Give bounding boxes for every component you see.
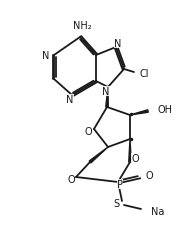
Text: S: S [113,198,119,208]
Text: NH₂: NH₂ [73,21,91,31]
Text: O: O [67,174,75,184]
Text: O: O [84,126,92,136]
Text: N: N [66,94,74,105]
Text: O: O [131,153,139,163]
Text: N: N [114,39,122,49]
Polygon shape [129,139,131,162]
Text: P: P [117,179,123,189]
Polygon shape [130,110,148,115]
Text: N: N [102,87,110,97]
Polygon shape [89,147,108,163]
Polygon shape [106,88,108,108]
Text: Na: Na [151,206,164,216]
Text: N: N [42,51,49,61]
Text: O: O [146,170,154,180]
Text: OH: OH [158,105,173,115]
Text: Cl: Cl [140,69,149,79]
